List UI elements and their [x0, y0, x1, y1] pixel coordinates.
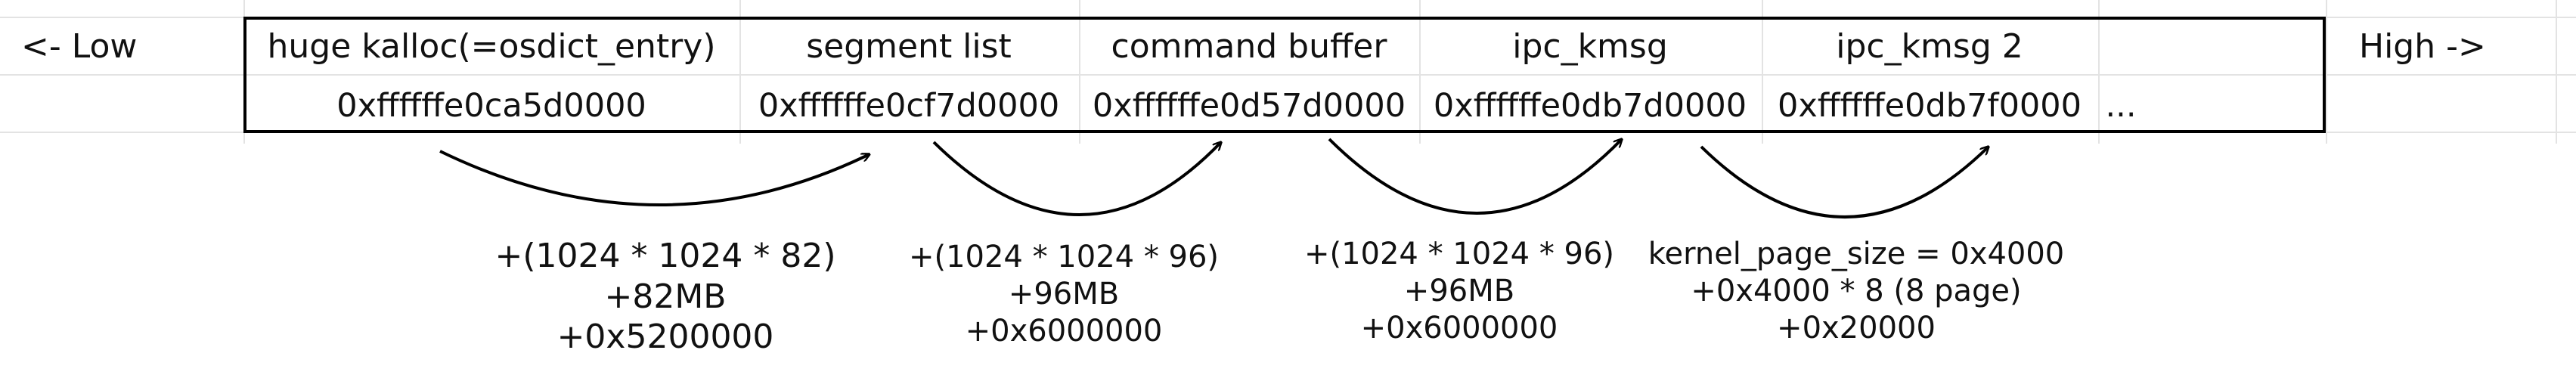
annotation-line: +96MB — [1403, 273, 1515, 308]
gridline — [1419, 0, 1421, 144]
gridline — [2098, 0, 2100, 144]
segment-name: segment list — [806, 27, 1012, 66]
offset-annotation: +(1024 * 1024 * 96) +96MB +0x6000000 — [1304, 236, 1614, 346]
segment-address: 0xffffffe0db7f0000 — [1777, 87, 2082, 125]
offset-arrow — [1328, 139, 1622, 215]
annotation-line: +(1024 * 1024 * 82) — [494, 237, 836, 275]
annotation-line: +96MB — [1008, 276, 1120, 311]
segment-address: 0xffffffe0db7d0000 — [1433, 87, 1747, 125]
low-label: <- Low — [21, 27, 138, 66]
ellipsis: ... — [2105, 87, 2137, 125]
high-label: High -> — [2359, 27, 2486, 66]
annotation-line: +0x5200000 — [556, 318, 774, 357]
offset-arrow — [1700, 147, 1989, 218]
segment-name: huge kalloc(=osdict_entry) — [267, 27, 716, 66]
segment-address: 0xffffffe0d57d0000 — [1092, 87, 1406, 125]
gridline — [739, 0, 741, 144]
annotation-line: +0x20000 — [1777, 310, 1936, 345]
offset-arrow — [439, 150, 870, 206]
segment-name: ipc_kmsg 2 — [1836, 27, 2023, 66]
segment-address: 0xffffffe0cf7d0000 — [758, 87, 1060, 125]
offset-annotation: kernel_page_size = 0x4000 +0x4000 * 8 (8… — [1648, 236, 2065, 346]
gridline — [2326, 0, 2327, 144]
memory-layout-box — [243, 17, 2326, 133]
offset-annotation: +(1024 * 1024 * 82) +82MB +0x5200000 — [494, 236, 835, 358]
gridline — [1762, 0, 1763, 144]
annotation-line: +0x4000 * 8 (8 page) — [1691, 273, 2022, 308]
segment-name: ipc_kmsg — [1512, 27, 1668, 66]
offset-arrow — [932, 142, 1221, 216]
segment-name: command buffer — [1111, 27, 1387, 66]
segment-address: 0xffffffe0ca5d0000 — [336, 87, 646, 125]
gridline — [2556, 0, 2557, 144]
annotation-line: +0x6000000 — [1360, 310, 1558, 345]
annotation-line: +(1024 * 1024 * 96) — [1303, 237, 1615, 271]
annotation-line: +82MB — [604, 277, 727, 316]
offset-annotation: +(1024 * 1024 * 96) +96MB +0x6000000 — [909, 239, 1219, 349]
annotation-line: +(1024 * 1024 * 96) — [908, 240, 1220, 274]
annotation-line: kernel_page_size = 0x4000 — [1648, 237, 2065, 271]
gridline — [0, 74, 2576, 76]
annotation-line: +0x6000000 — [965, 313, 1163, 349]
gridline — [1079, 0, 1080, 144]
